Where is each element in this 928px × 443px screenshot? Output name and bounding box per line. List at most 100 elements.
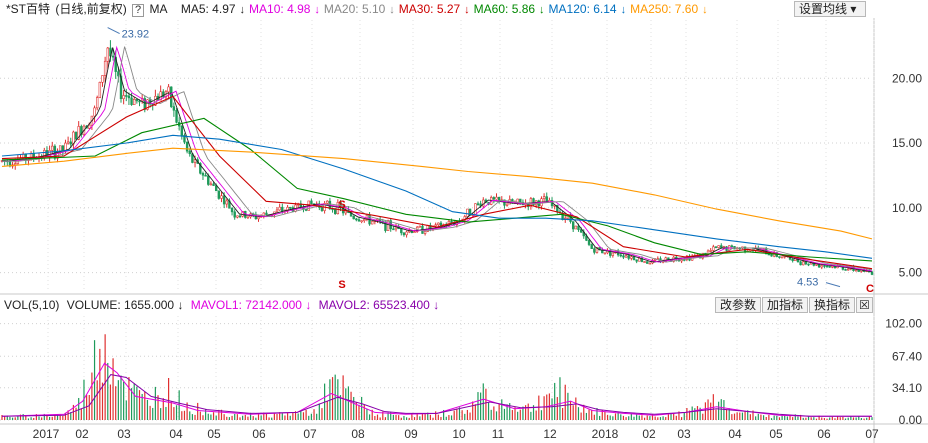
candle-body [730,245,734,248]
candle-body [167,86,170,93]
candle-body [278,206,281,211]
candle-body [857,269,860,272]
x-tick-label: 05 [207,427,221,441]
down-arrow-icon: ↓ [539,4,545,16]
candle-body [162,91,165,98]
candle-body [709,250,712,252]
candle-body [720,245,723,248]
change-params-button[interactable]: 改参数 [715,297,762,313]
ma-legend-label: MA20: 5.10 [323,2,386,16]
candle-body [257,216,260,220]
x-tick-label: 04 [169,427,183,441]
candle-body [802,261,805,266]
settings-ma-button[interactable]: 设置均线 ▾ [794,1,866,17]
stock-name: *ST百特 [6,2,51,16]
price-tick-label: 5.00 [899,266,923,280]
mavol2-value: MAVOL2: 65523.400 [318,298,430,312]
candle-body [77,126,80,140]
candle-body [437,222,440,226]
close-indicator-button[interactable]: ☒ [856,297,873,313]
candle-body [519,198,522,203]
candle-body [505,203,509,206]
switch-indicator-button[interactable]: 换指标 [809,297,856,313]
candle-body [870,271,874,275]
candle-body [384,221,387,231]
ma-legend-label: MA120: 6.14 [548,2,617,16]
candle-body [714,246,718,249]
candle-body [627,255,630,259]
candle-body [587,240,591,245]
volume-tick-label: 34.10 [892,381,922,395]
candle-body [619,254,622,257]
price-tick-label: 10.00 [892,201,922,215]
candle-body [574,225,578,230]
candle-body [770,253,773,257]
event-marker: S [338,199,345,211]
candle-body [352,215,355,220]
candle-body [51,145,54,151]
event-marker: S [338,279,345,291]
volume-panel [1,334,873,420]
x-tick-label: 06 [817,427,831,441]
candle-body [125,95,128,97]
candle-body [611,252,615,256]
candle-body [648,262,652,265]
candle-body [238,215,242,218]
candle-body [122,95,125,100]
ma-legend-item: MA30: 5.27 ↓ [399,2,472,16]
candle-body [820,265,823,268]
indicator-name: MA [149,2,168,16]
candle-body [439,222,443,228]
ma-legend-label: MA10: 4.98 [249,2,311,16]
ma-line-ma60 [1,117,873,262]
candle-body [98,81,102,98]
candle-body [207,175,210,185]
candle-body [844,269,847,271]
x-tick-label: 06 [252,427,266,441]
down-arrow-icon: ↓ [389,4,395,16]
candle-body [823,265,826,267]
x-tick-label: 02 [642,427,656,441]
candle-body [188,150,191,155]
candle-body [281,206,284,212]
help-icon[interactable]: ? [132,4,145,17]
candle-body [199,163,202,174]
candle-body [542,196,546,200]
volume-tick-label: 0.00 [899,413,923,427]
candle-body [828,265,831,268]
candle-body [119,75,123,100]
x-tick-label: 08 [351,427,365,441]
candle-body [246,216,250,219]
candle-body [495,196,498,200]
candle-body [847,268,850,271]
x-tick-label: 03 [117,427,131,441]
stock-period: (日线,前复权) [55,2,127,16]
candle-body [632,256,636,261]
x-tick-label: 12 [543,427,557,441]
candle-body [310,200,313,205]
down-arrow-icon: ↓ [239,4,246,16]
x-tick-label: 02 [75,427,89,441]
candle-body [212,183,215,186]
candle-body [193,159,197,163]
candle-body [241,211,244,217]
x-tick-label: 09 [404,427,418,441]
candle-body [265,212,268,215]
candle-body [474,203,477,215]
candle-body [778,256,781,258]
candle-body [180,125,184,136]
candle-body [643,261,646,263]
candle-body [289,206,292,209]
candle-body [172,106,176,111]
candle-body [275,209,279,213]
candle-body [326,200,329,204]
add-indicator-button[interactable]: 加指标 [762,297,809,313]
x-tick-label: 07 [865,427,879,441]
candle-body [635,259,638,262]
candle-body [233,211,236,218]
mavol1-arrow: ↓ [305,298,312,312]
candle-body [138,100,141,103]
candle-body [355,218,358,221]
ma-legend-item: MA10: 4.98 ↓ [249,2,322,16]
